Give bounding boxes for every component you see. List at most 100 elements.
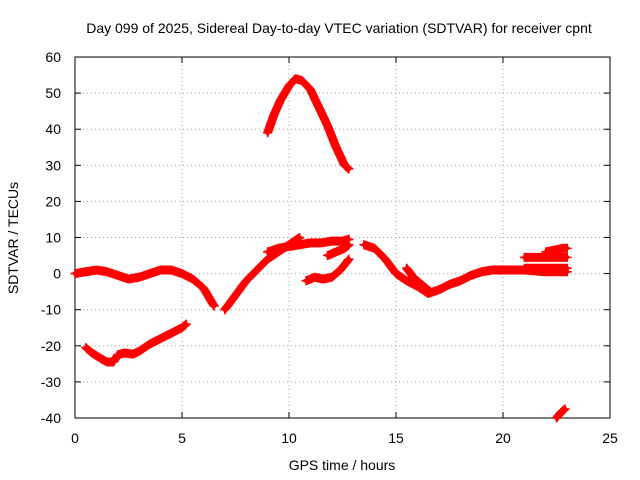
data-point: [560, 246, 566, 251]
series-track-f: [301, 254, 354, 286]
data-point: [115, 273, 121, 278]
data-point: [447, 282, 452, 287]
data-point: [190, 276, 195, 282]
data-point: [342, 163, 347, 168]
data-point: [346, 242, 352, 247]
data-point: [308, 87, 313, 92]
data-point: [244, 278, 249, 284]
data-point: [325, 253, 330, 258]
data-point: [297, 242, 302, 247]
data-point: [410, 275, 416, 280]
axis-ticks: 0 5 10 15 20 25 -40 -30 -20 -10 0 10 20 30 40 50 60: [41, 49, 618, 446]
data-point: [130, 351, 135, 357]
data-point: [286, 83, 292, 89]
series-track-b: [81, 319, 191, 367]
y-tick-label: 30: [45, 157, 61, 173]
data-point: [169, 330, 174, 336]
series-track-j: [519, 252, 572, 262]
data-point: [500, 267, 506, 273]
data-point: [543, 265, 548, 271]
y-axis-label: SDTVAR / TECUs: [5, 182, 21, 294]
data-point: [122, 350, 127, 356]
data-point: [316, 105, 322, 110]
data-point: [265, 249, 270, 255]
series-track-e: [263, 234, 354, 257]
data-point: [278, 98, 283, 103]
y-tick-label: 50: [45, 85, 61, 101]
data-point: [543, 255, 548, 260]
data-point: [94, 267, 99, 273]
chart-title: Day 099 of 2025, Sidereal Day-to-day VTE…: [86, 20, 592, 36]
data-point: [404, 265, 409, 271]
data-point: [552, 247, 557, 253]
data-point: [265, 130, 270, 136]
data-point: [346, 166, 352, 172]
data-point: [265, 256, 270, 262]
data-point: [318, 240, 324, 246]
data-point: [468, 273, 474, 278]
data-point: [286, 244, 292, 249]
y-tick-label: -30: [41, 374, 61, 390]
data-point: [308, 240, 313, 246]
data-points: [70, 74, 572, 423]
series-track-l: [519, 263, 572, 273]
data-point: [361, 242, 367, 247]
x-tick-label: 5: [178, 430, 186, 446]
data-point: [98, 356, 103, 361]
data-point: [72, 271, 78, 276]
data-point: [522, 265, 527, 271]
data-point: [299, 78, 305, 83]
series-track-a: [70, 265, 219, 311]
data-point: [393, 271, 399, 276]
y-tick-label: 10: [45, 230, 61, 246]
data-point: [179, 271, 185, 276]
data-point: [83, 269, 88, 274]
data-point: [254, 267, 260, 273]
data-point: [419, 282, 424, 287]
data-point: [179, 325, 185, 330]
x-tick-label: 15: [388, 430, 404, 446]
data-point: [276, 246, 281, 251]
y-tick-label: 0: [53, 266, 61, 282]
data-point: [329, 275, 334, 280]
data-point: [137, 275, 142, 280]
data-point: [554, 255, 559, 260]
data-point: [554, 415, 559, 421]
data-point: [147, 341, 153, 347]
series-track-g: [323, 240, 354, 260]
data-point: [184, 321, 189, 327]
data-point: [233, 293, 238, 298]
data-point: [404, 278, 409, 284]
data-point: [532, 265, 538, 271]
series-track-i: [402, 263, 435, 297]
data-point: [158, 336, 163, 341]
data-point: [558, 410, 563, 415]
data-point: [111, 359, 116, 365]
data-point: [522, 255, 527, 260]
data-point: [297, 235, 302, 240]
y-tick-label: -20: [41, 338, 61, 354]
data-point: [333, 145, 339, 150]
data-point: [303, 278, 309, 284]
data-point: [479, 269, 484, 274]
data-point: [211, 303, 217, 309]
x-tick-label: 0: [71, 430, 79, 446]
data-point: [340, 238, 345, 244]
data-point: [383, 256, 388, 262]
data-point: [271, 112, 277, 117]
x-tick-label: 25: [602, 430, 618, 446]
data-point: [565, 246, 570, 251]
data-point: [169, 267, 174, 273]
data-point: [222, 307, 227, 312]
data-point: [490, 267, 495, 273]
data-point: [562, 406, 568, 412]
y-tick-label: -40: [41, 410, 61, 426]
data-point: [532, 255, 538, 260]
data-point: [543, 249, 548, 255]
data-point: [554, 265, 559, 271]
data-point: [104, 269, 110, 274]
y-tick-label: 40: [45, 121, 61, 137]
data-point: [333, 249, 339, 255]
data-point: [137, 349, 142, 354]
